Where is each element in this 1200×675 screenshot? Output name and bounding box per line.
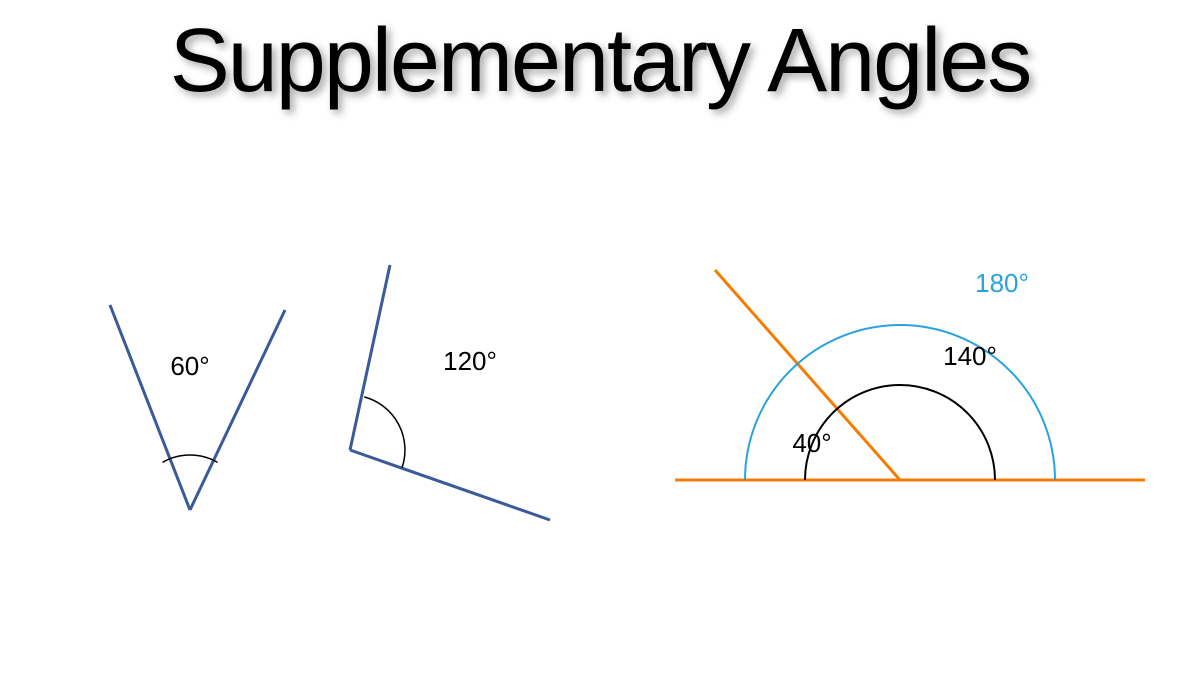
- angle-60: 60°: [110, 305, 285, 510]
- inner-arc: [805, 385, 995, 480]
- angle-60-label: 60°: [170, 351, 209, 381]
- left-angle-pair-diagram: 60° 120°: [50, 240, 570, 560]
- angle-120: 120°: [350, 265, 550, 520]
- angle-140-label: 140°: [943, 341, 997, 371]
- angle-120-label: 120°: [443, 346, 497, 376]
- angle-180-label: 180°: [975, 268, 1029, 298]
- angle-40-label: 40°: [792, 428, 831, 458]
- right-supplementary-diagram: 40° 140° 180°: [640, 220, 1160, 540]
- page-title: Supplementary Angles: [0, 10, 1200, 113]
